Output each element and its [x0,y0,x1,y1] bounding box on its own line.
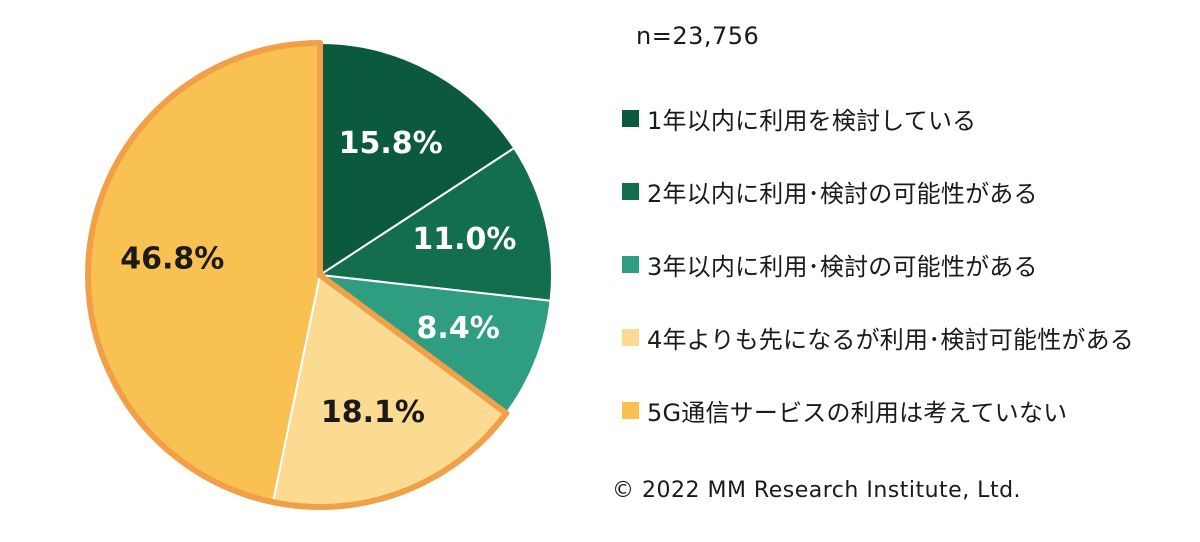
pie-slice-labels: 15.8% 11.0% 8.4% 18.1% 46.8% [120,126,516,430]
legend-swatch-4 [622,328,639,346]
pie-slice-1 [319,41,516,277]
legend-label-4: 4年よりも先になるが利用･検討可能性がある [647,325,1134,354]
pie-slices [85,40,553,510]
legend-label-5: 5G通信サービスの利用は考えていない [647,398,1068,427]
pie-slice-label-5: 46.8% [120,241,224,276]
highlight-outline [85,40,510,510]
copyright-notice: © 2022 MM Research Institute, Ltd. [612,478,1022,503]
legend-item-4: 4年よりも先になるが利用･検討可能性がある [622,319,1134,355]
pie-slice-3 [316,273,552,415]
legend-swatch-2 [622,182,639,200]
legend-swatch-5 [622,401,639,419]
legend-swatch-3 [622,255,639,273]
legend-label-1: 1年以内に利用を検討している [647,106,977,135]
sample-size-note: n=23,756 [636,22,760,50]
legend-item-3: 3年以内に利用･検討の可能性がある [622,246,1134,282]
legend: 1年以内に利用を検討している 2年以内に利用･検討の可能性がある 3年以内に利用… [622,100,1134,465]
legend-item-5: 5G通信サービスの利用は考えていない [622,392,1134,428]
legend-item-2: 2年以内に利用･検討の可能性がある [622,173,1134,209]
pie-slice-label-2: 11.0% [412,222,516,257]
legend-label-2: 2年以内に利用･検討の可能性がある [647,179,1038,208]
pie-slice-label-1: 15.8% [339,126,443,161]
pie-slice-2 [317,146,553,302]
legend-swatch-1 [622,109,639,127]
pie-slice-label-3: 8.4% [417,311,500,346]
legend-label-3: 3年以内に利用･検討の可能性がある [647,252,1038,281]
legend-item-1: 1年以内に利用を検討している [622,100,1134,136]
pie-slice-label-4: 18.1% [321,395,425,430]
